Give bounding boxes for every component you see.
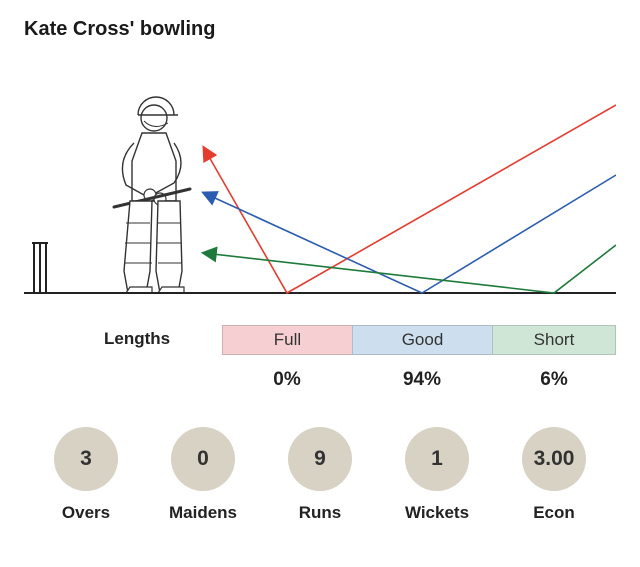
length-zone-label: Short — [534, 330, 575, 350]
lengths-label: Lengths — [104, 329, 170, 349]
stat-overs: 3 Overs — [42, 427, 130, 523]
stat-value: 0 — [171, 427, 235, 491]
stat-value: 1 — [405, 427, 469, 491]
bowling-infographic: Kate Cross' bowling Lengths Full Good Shor… — [0, 0, 640, 567]
length-zones-row: Lengths Full Good Short — [24, 325, 616, 355]
pitch-diagram — [24, 65, 616, 325]
percent-short: 6% — [492, 369, 616, 391]
stats-row: 3 Overs 0 Maidens 9 Runs 1 Wickets 3.00 Econ — [24, 427, 616, 523]
stat-econ: 3.00 Econ — [510, 427, 598, 523]
stat-wickets: 1 Wickets — [393, 427, 481, 523]
stat-label: Econ — [510, 503, 598, 523]
stat-maidens: 0 Maidens — [159, 427, 247, 523]
percent-good: 94% — [352, 369, 492, 391]
stat-value: 3 — [54, 427, 118, 491]
stat-value: 9 — [288, 427, 352, 491]
percent-row: 0%94%6% — [24, 369, 616, 391]
stat-label: Overs — [42, 503, 130, 523]
length-zone-full: Full — [222, 325, 352, 355]
length-zone-label: Good — [402, 330, 444, 350]
stat-label: Wickets — [393, 503, 481, 523]
pitch-svg — [24, 65, 616, 325]
length-zone-label: Full — [274, 330, 301, 350]
percent-full: 0% — [222, 369, 352, 391]
stat-value: 3.00 — [522, 427, 586, 491]
stat-label: Maidens — [159, 503, 247, 523]
stat-runs: 9 Runs — [276, 427, 364, 523]
chart-title: Kate Cross' bowling — [24, 18, 616, 41]
stat-label: Runs — [276, 503, 364, 523]
length-zone-short: Short — [492, 325, 616, 355]
length-zone-good: Good — [352, 325, 492, 355]
